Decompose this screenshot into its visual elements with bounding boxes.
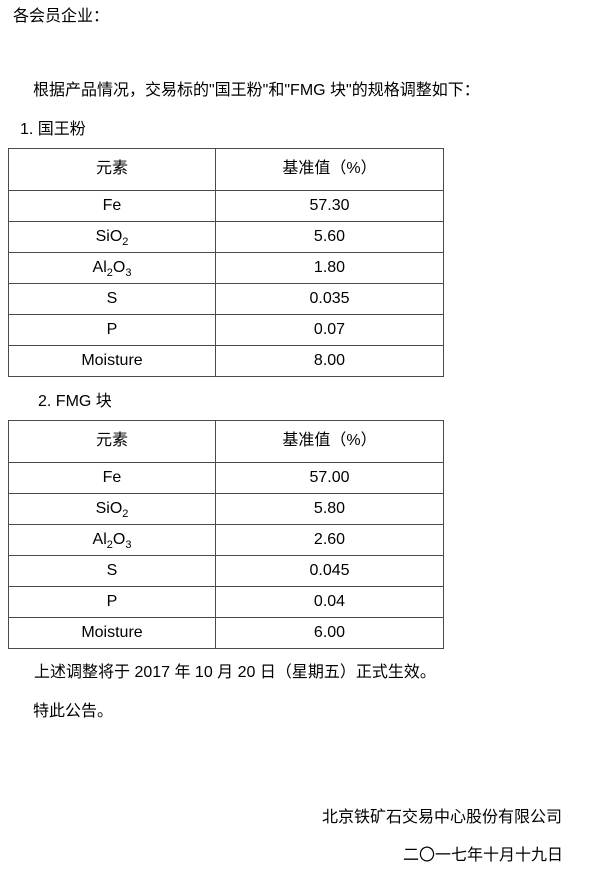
element-symbol: Moisture — [81, 623, 143, 641]
value-cell: 1.80 — [215, 252, 444, 284]
value-cell: 5.80 — [215, 493, 444, 525]
col-header-basis-value: 基准值（%） — [215, 148, 444, 191]
table-row: Al2O3 1.80 — [8, 252, 444, 284]
value-cell: 6.00 — [215, 617, 444, 649]
table-header-row: 元素 基准值（%） — [8, 148, 444, 191]
element-cell: Fe — [8, 462, 216, 494]
element-cell: P — [8, 314, 216, 346]
value-cell: 5.60 — [215, 221, 444, 253]
section-1-title: 1. 国王粉 — [20, 121, 86, 138]
closing-line: 特此公告。 — [33, 703, 114, 720]
element-subscript: 2 — [106, 538, 113, 551]
spec-table-guowangfen: 元素 基准值（%） Fe 57.30 SiO2 5.60 Al2O3 1.80 … — [8, 148, 444, 377]
element-cell: S — [8, 283, 216, 315]
table-row: S 0.045 — [8, 555, 444, 587]
element-symbol: SiO — [95, 499, 123, 517]
element-cell: S — [8, 555, 216, 587]
element-symbol: P — [106, 320, 118, 338]
value-cell: 0.045 — [215, 555, 444, 587]
value-cell: 0.04 — [215, 586, 444, 618]
element-cell: Al2O3 — [8, 524, 216, 556]
table-row: SiO2 5.80 — [8, 493, 444, 525]
table-row: S 0.035 — [8, 283, 444, 315]
value-cell: 0.07 — [215, 314, 444, 346]
element-subscript-2: 3 — [125, 266, 132, 279]
table-row: Fe 57.00 — [8, 462, 444, 494]
table-row: P 0.07 — [8, 314, 444, 346]
element-symbol: Fe — [102, 468, 122, 486]
table-row: P 0.04 — [8, 586, 444, 618]
value-cell: 8.00 — [215, 345, 444, 377]
col-header-element: 元素 — [8, 148, 216, 191]
element-subscript: 2 — [122, 507, 129, 520]
value-cell: 2.60 — [215, 524, 444, 556]
value-cell: 57.30 — [215, 190, 444, 222]
table-row: Moisture 8.00 — [8, 345, 444, 377]
element-cell: Moisture — [8, 345, 216, 377]
table-row: Moisture 6.00 — [8, 617, 444, 649]
effective-date-note: 上述调整将于 2017 年 10 月 20 日（星期五）正式生效。 — [34, 664, 436, 681]
signature-company: 北京铁矿石交易中心股份有限公司 — [321, 809, 562, 826]
element-symbol: Fe — [102, 196, 122, 214]
element-cell: P — [8, 586, 216, 618]
element-symbol: Al — [92, 258, 107, 276]
col-header-basis-value: 基准值（%） — [215, 420, 444, 463]
element-symbol: P — [106, 592, 118, 610]
element-cell: Moisture — [8, 617, 216, 649]
element-symbol-2: O — [112, 530, 126, 548]
element-cell: SiO2 — [8, 221, 216, 253]
element-cell: Fe — [8, 190, 216, 222]
intro-paragraph: 根据产品情况，交易标的"国王粉"和"FMG 块"的规格调整如下： — [33, 82, 480, 99]
col-header-element: 元素 — [8, 420, 216, 463]
value-cell: 0.035 — [215, 283, 444, 315]
element-symbol: S — [106, 561, 118, 579]
table-row: Al2O3 2.60 — [8, 524, 444, 556]
element-subscript: 2 — [106, 266, 113, 279]
element-symbol: SiO — [95, 227, 123, 245]
table-header-row: 元素 基准值（%） — [8, 420, 444, 463]
table-row: SiO2 5.60 — [8, 221, 444, 253]
element-symbol: Moisture — [81, 351, 143, 369]
element-symbol: S — [106, 289, 118, 307]
element-symbol: Al — [92, 530, 107, 548]
spec-table-fmg-lump: 元素 基准值（%） Fe 57.00 SiO2 5.80 Al2O3 2.60 … — [8, 420, 444, 649]
element-cell: Al2O3 — [8, 252, 216, 284]
salutation-line: 各会员企业： — [13, 8, 110, 25]
element-subscript-2: 3 — [125, 538, 132, 551]
section-2-title: 2. FMG 块 — [38, 393, 112, 410]
element-subscript: 2 — [122, 235, 129, 248]
table-row: Fe 57.30 — [8, 190, 444, 222]
element-cell: SiO2 — [8, 493, 216, 525]
signature-date: 二〇一七年十月十九日 — [402, 847, 563, 864]
element-symbol-2: O — [112, 258, 126, 276]
value-cell: 57.00 — [215, 462, 444, 494]
